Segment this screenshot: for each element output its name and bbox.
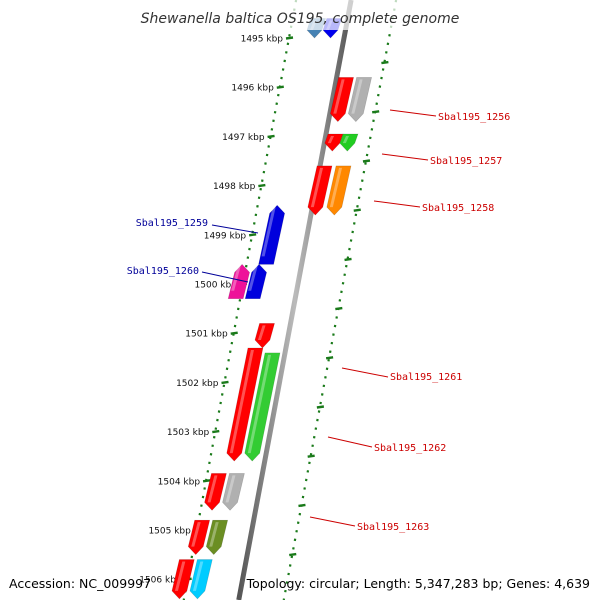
gene-feature [324, 133, 344, 152]
gene-feature [171, 559, 195, 600]
scale-tick-label: 1495 kbp [241, 35, 284, 45]
gene-feature-highlight [342, 135, 350, 144]
gene-feature-highlight [310, 167, 324, 208]
gene-feature-highlight [333, 79, 345, 114]
scale-tick-label: 1506 kbp [139, 576, 182, 586]
dotted-scale-rails [182, 0, 398, 600]
scale-tick [202, 479, 211, 483]
gene-feature [244, 263, 267, 300]
gene-callout-line [373, 200, 421, 208]
gene-callout-line [211, 224, 259, 234]
gene-feature [258, 204, 285, 265]
scale-tick [212, 429, 220, 434]
gene-callout-line [309, 516, 356, 527]
gene-feature [205, 519, 229, 556]
scale-tick-label: 1500 kbp [195, 281, 238, 291]
gene-label[interactable]: Sbal195_1260 [127, 266, 199, 277]
gene-feature [244, 352, 281, 462]
scale-tick [276, 85, 284, 89]
scale-ticks: 1495 kbp 1496 kbp 1497 kbp 1498 kbp 1499 kbp… [139, 35, 389, 586]
gene-feature [326, 165, 352, 216]
scale-tick [230, 331, 238, 335]
scale-tick-label: 1504 kbp [158, 477, 201, 487]
gene-feature [187, 519, 211, 556]
scale-minor-tick [298, 503, 306, 508]
scale-tick-label: 1502 kbp [176, 379, 219, 389]
scale-minor-tick [307, 454, 315, 458]
gene-feature [222, 473, 245, 511]
scale-tick-label: 1497 kbp [222, 133, 265, 143]
gene-feature-highlight [257, 325, 266, 340]
gene-feature-highlight [231, 266, 241, 291]
gene-features [171, 18, 373, 600]
gene-callout-line [389, 109, 437, 117]
gene-feature-highlight [351, 79, 363, 114]
gene-feature-highlight [191, 522, 201, 547]
gene-callout-line [381, 153, 429, 161]
gene-callout-line [341, 367, 389, 378]
gene-feature-highlight [327, 135, 335, 144]
gene-label[interactable]: Sbal195_1262 [374, 443, 446, 454]
scale-tick-label: 1496 kbp [231, 84, 274, 94]
scale-minor-tick [381, 60, 389, 65]
gene-feature [348, 77, 373, 123]
gene-feature [226, 347, 264, 462]
scale-minor-tick [289, 552, 297, 557]
gene-feature-highlight [329, 167, 343, 208]
scale-tick-label: 1503 kbp [167, 428, 210, 438]
scale-tick-label: 1498 kbp [213, 182, 256, 192]
left-dotted-rail [182, 0, 298, 600]
scale-minor-tick [335, 306, 343, 311]
gene-feature [330, 77, 355, 123]
scale-minor-tick [362, 159, 371, 163]
scale-minor-tick [344, 257, 352, 262]
gene-label[interactable]: Sbal195_1259 [136, 218, 208, 229]
scale-tick-label: 1501 kbp [185, 330, 228, 340]
genome-backbone [236, 0, 354, 600]
scale-tick [258, 183, 266, 188]
gene-label[interactable]: Sbal195_1261 [390, 372, 462, 383]
gene-feature [339, 133, 359, 152]
scale-tick-label: 1505 kbp [148, 527, 191, 537]
gene-callout-line [327, 436, 373, 448]
title-backdrop [0, 0, 600, 30]
gene-feature-highlight [225, 475, 236, 503]
scale-minor-tick [353, 208, 361, 212]
gene-feature-highlight [209, 522, 219, 547]
gene-label[interactable]: Sbal195_1256 [438, 112, 510, 123]
scale-minor-tick [316, 405, 325, 409]
gene-feature [227, 263, 250, 300]
scale-tick [267, 134, 275, 139]
gene-feature [189, 559, 213, 600]
gene-feature [204, 473, 227, 511]
gene-label[interactable]: Sbal195_1263 [357, 522, 429, 533]
gene-label[interactable]: Sbal195_1258 [422, 203, 494, 214]
gene-feature-highlight [247, 354, 272, 454]
genome-summary: Topology: circular; Length: 5,347,283 bp… [246, 576, 590, 591]
map-title: Shewanella baltica OS195, complete genom… [141, 11, 460, 27]
accession-label: Accession: NC_009997 [9, 576, 152, 591]
gene-label[interactable]: Sbal195_1257 [430, 156, 502, 167]
gene-feature-highlight [174, 561, 186, 591]
scale-tick [285, 36, 294, 40]
scale-tick-label: 1499 kbp [204, 231, 247, 241]
gene-feature [254, 323, 275, 349]
right-dotted-rail [282, 0, 398, 600]
gene-feature [307, 165, 333, 216]
scale-minor-tick [372, 110, 380, 114]
scale-minor-tick [325, 356, 334, 360]
gene-callout-line [201, 271, 249, 283]
gene-feature-highlight [207, 475, 218, 503]
gene-feature-highlight [229, 349, 254, 454]
scale-tick [221, 380, 229, 385]
gene-feature-highlight [248, 266, 258, 291]
gene-feature-highlight [261, 207, 276, 257]
scale-tick [248, 233, 257, 237]
gene-feature-highlight [192, 561, 204, 591]
gene-callouts: Sbal195_1256 Sbal195_1257 Sbal195_1258 Sbal… [127, 109, 510, 533]
